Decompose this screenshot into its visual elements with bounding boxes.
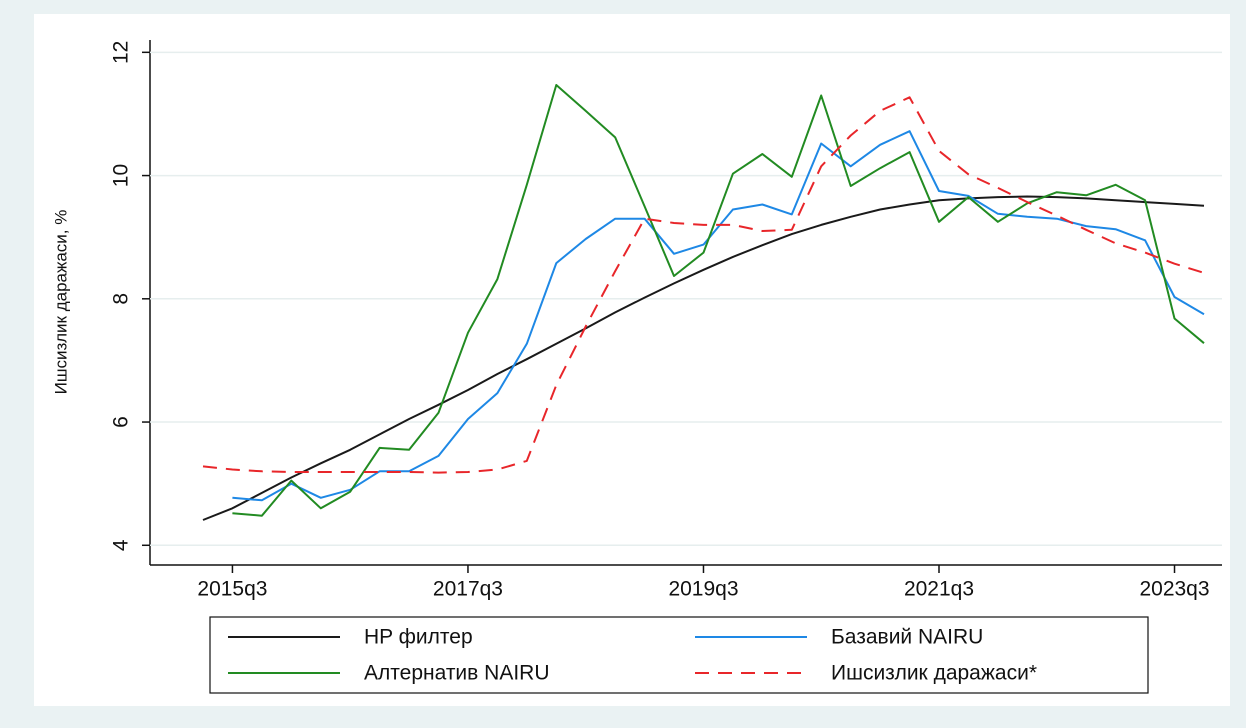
x-tick-label: 2021q3: [904, 578, 974, 601]
legend-label: Алтернатив NAIRU: [364, 662, 550, 685]
x-tick-label: 2023q3: [1139, 578, 1209, 601]
x-tick-label: 2015q3: [197, 578, 267, 601]
y-axis-title: Ишсизлик даражаси, %: [51, 210, 70, 395]
graph-region: [34, 14, 1230, 706]
x-tick-label: 2017q3: [433, 578, 503, 601]
series-line: [232, 84, 1205, 517]
y-tick-label: 8: [110, 293, 133, 305]
y-tick-label: 12: [110, 41, 133, 64]
y-tick-label: 4: [110, 539, 133, 551]
legend-box: [209, 616, 1149, 694]
series-line: [202, 96, 1205, 474]
legend-label: Базавий NAIRU: [831, 626, 983, 649]
legend-label: Ишсизлик даражаси*: [831, 662, 1037, 685]
series-line: [202, 195, 1205, 521]
x-tick-label: 2019q3: [668, 578, 738, 601]
y-tick-label: 6: [110, 416, 133, 428]
y-tick-label: 10: [110, 164, 133, 187]
legend-label: HP филтер: [364, 626, 473, 649]
